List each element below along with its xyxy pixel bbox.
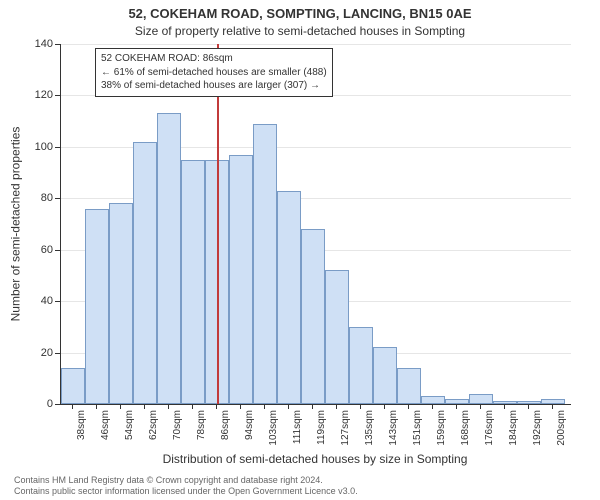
x-tick-mark <box>408 404 409 409</box>
chart-title: 52, COKEHAM ROAD, SOMPTING, LANCING, BN1… <box>0 6 600 21</box>
x-tick-mark <box>528 404 529 409</box>
y-tick-label: 20 <box>25 347 53 359</box>
attribution-line-2: Contains public sector information licen… <box>14 486 358 497</box>
y-tick-label: 60 <box>25 244 53 256</box>
attribution-text: Contains HM Land Registry data © Crown c… <box>14 475 358 498</box>
x-tick-label: 111sqm <box>292 410 303 460</box>
chart-subtitle: Size of property relative to semi-detach… <box>0 24 600 38</box>
histogram-bar <box>445 399 469 404</box>
histogram-bar <box>373 347 397 404</box>
x-tick-mark <box>480 404 481 409</box>
y-tick-mark <box>55 44 60 45</box>
x-tick-label: 135sqm <box>364 410 375 460</box>
x-tick-label: 151sqm <box>412 410 423 460</box>
x-tick-mark <box>144 404 145 409</box>
x-tick-mark <box>336 404 337 409</box>
histogram-bar <box>229 155 253 404</box>
chart-container: 52, COKEHAM ROAD, SOMPTING, LANCING, BN1… <box>0 0 600 500</box>
y-tick-label: 0 <box>25 398 53 410</box>
y-tick-mark <box>55 301 60 302</box>
x-tick-label: 70sqm <box>172 410 183 460</box>
histogram-bar <box>469 394 493 404</box>
y-axis-label: Number of semi-detached properties <box>8 127 22 322</box>
x-tick-label: 192sqm <box>532 410 543 460</box>
grid-line <box>61 44 571 45</box>
x-tick-label: 86sqm <box>220 410 231 460</box>
x-tick-label: 127sqm <box>340 410 351 460</box>
x-tick-label: 168sqm <box>460 410 471 460</box>
histogram-bar <box>253 124 277 404</box>
histogram-bar <box>85 209 109 404</box>
x-tick-mark <box>264 404 265 409</box>
annotation-line: ← 61% of semi-detached houses are smalle… <box>101 66 327 80</box>
y-tick-mark <box>55 198 60 199</box>
x-tick-mark <box>456 404 457 409</box>
y-axis-label-container: Number of semi-detached properties <box>8 44 22 404</box>
x-tick-label: 176sqm <box>484 410 495 460</box>
histogram-bar <box>109 203 133 404</box>
histogram-bar <box>301 229 325 404</box>
x-tick-label: 200sqm <box>556 410 567 460</box>
x-tick-mark <box>72 404 73 409</box>
x-tick-label: 143sqm <box>388 410 399 460</box>
annotation-line: 38% of semi-detached houses are larger (… <box>101 79 327 93</box>
x-tick-mark <box>96 404 97 409</box>
x-tick-mark <box>120 404 121 409</box>
y-tick-mark <box>55 95 60 96</box>
x-tick-mark <box>192 404 193 409</box>
x-tick-label: 103sqm <box>268 410 279 460</box>
x-tick-mark <box>504 404 505 409</box>
reference-line <box>217 44 219 404</box>
y-tick-mark <box>55 250 60 251</box>
x-tick-mark <box>216 404 217 409</box>
x-tick-mark <box>360 404 361 409</box>
x-tick-label: 94sqm <box>244 410 255 460</box>
x-tick-mark <box>384 404 385 409</box>
x-tick-label: 54sqm <box>124 410 135 460</box>
histogram-bar <box>157 113 181 404</box>
x-tick-label: 46sqm <box>100 410 111 460</box>
annotation-line: 52 COKEHAM ROAD: 86sqm <box>101 52 327 66</box>
x-tick-mark <box>288 404 289 409</box>
histogram-bar <box>541 399 565 404</box>
x-tick-mark <box>312 404 313 409</box>
y-tick-label: 100 <box>25 141 53 153</box>
plot-area <box>60 44 571 405</box>
y-tick-label: 40 <box>25 295 53 307</box>
x-tick-mark <box>240 404 241 409</box>
histogram-bar <box>397 368 421 404</box>
annotation-box: 52 COKEHAM ROAD: 86sqm← 61% of semi-deta… <box>95 48 333 97</box>
histogram-bar <box>61 368 85 404</box>
y-tick-mark <box>55 353 60 354</box>
x-tick-mark <box>432 404 433 409</box>
y-tick-mark <box>55 404 60 405</box>
y-tick-mark <box>55 147 60 148</box>
x-tick-label: 119sqm <box>316 410 327 460</box>
y-tick-label: 80 <box>25 192 53 204</box>
x-tick-label: 184sqm <box>508 410 519 460</box>
x-tick-label: 159sqm <box>436 410 447 460</box>
x-tick-label: 62sqm <box>148 410 159 460</box>
histogram-bar <box>277 191 301 404</box>
x-tick-label: 38sqm <box>76 410 87 460</box>
y-tick-label: 120 <box>25 89 53 101</box>
x-tick-label: 78sqm <box>196 410 207 460</box>
y-tick-label: 140 <box>25 38 53 50</box>
x-tick-mark <box>552 404 553 409</box>
attribution-line-1: Contains HM Land Registry data © Crown c… <box>14 475 358 486</box>
x-tick-mark <box>168 404 169 409</box>
histogram-bar <box>517 401 541 404</box>
histogram-bar <box>181 160 205 404</box>
histogram-bar <box>349 327 373 404</box>
histogram-bar <box>325 270 349 404</box>
histogram-bar <box>421 396 445 404</box>
histogram-bar <box>493 401 517 404</box>
histogram-bar <box>133 142 157 404</box>
